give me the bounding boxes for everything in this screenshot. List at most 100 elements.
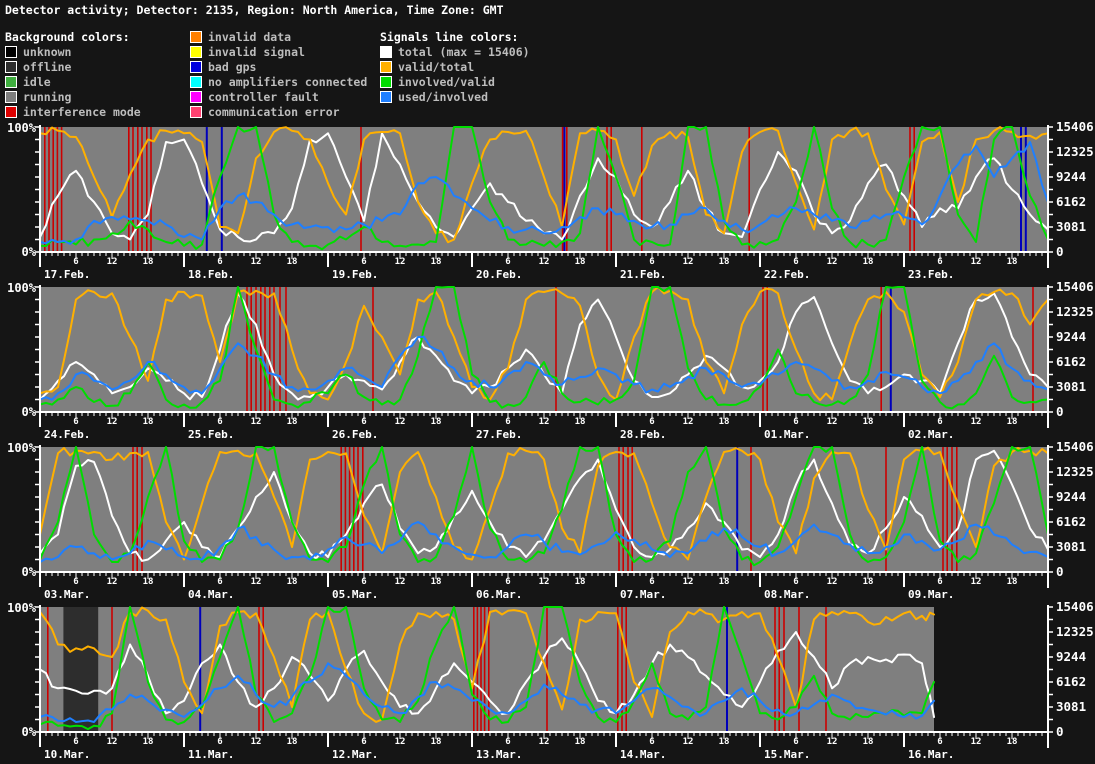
hour-tick-label: 18 xyxy=(719,577,730,587)
legend-signal-0-label: total (max = 15406) xyxy=(398,44,530,59)
y-right-tick-label: 15406 xyxy=(1056,440,1094,454)
legend-signal-3: used/involved xyxy=(380,89,530,104)
hour-tick-label: 12 xyxy=(683,417,694,427)
legend-signal-2-swatch-icon xyxy=(380,75,392,88)
hour-tick-label: 6 xyxy=(793,737,798,747)
legend-status-2-label: bad gps xyxy=(208,59,257,74)
hour-tick-label: 6 xyxy=(649,417,654,427)
hour-tick-label: 18 xyxy=(863,577,874,587)
date-label: 02.Mar. xyxy=(908,428,954,440)
legend-status-3-label: no amplifiers connected xyxy=(208,74,368,89)
hour-tick-label: 18 xyxy=(287,577,298,587)
y-right-tick-label: 6162 xyxy=(1056,674,1086,689)
y-right-tick-label: 6162 xyxy=(1056,354,1086,369)
legend-signal-1: valid/total xyxy=(380,59,530,74)
legend-signal-2-label: involved/valid xyxy=(398,74,495,89)
date-label: 16.Mar. xyxy=(908,748,954,760)
legend-bg-1-label: offline xyxy=(23,59,72,74)
y-right-tick-label: 3081 xyxy=(1056,539,1086,554)
hour-tick-label: 18 xyxy=(575,577,586,587)
activity-strip-1: 100% 0% 0 3081 6162 9244 12325 15406 6 12 18 17.Feb… xyxy=(7,120,1094,280)
strip-background xyxy=(40,127,1048,252)
strip-axes xyxy=(35,125,1053,268)
legend-status-1-swatch-icon xyxy=(190,45,202,58)
hour-tick-label: 18 xyxy=(287,257,298,267)
hour-tick-label: 18 xyxy=(863,257,874,267)
legend-signal-1-label: valid/total xyxy=(398,59,475,74)
hour-tick-label: 12 xyxy=(827,737,838,747)
legend-bg-1-swatch-icon xyxy=(5,60,17,73)
y-left-max-label: 100% xyxy=(7,121,37,135)
y-right-tick-label: 9244 xyxy=(1056,649,1086,664)
legend-status-5-swatch-icon xyxy=(190,105,202,118)
legend-status-0-swatch-icon xyxy=(190,30,202,43)
legend-status-2-swatch-icon xyxy=(190,60,202,73)
legend-bg-4-swatch-icon xyxy=(5,105,17,118)
hour-tick-label: 6 xyxy=(937,737,942,747)
y-right-tick-label: 3081 xyxy=(1056,699,1086,714)
legend-bg-0-swatch-icon xyxy=(5,45,17,58)
hour-tick-label: 18 xyxy=(719,417,730,427)
legend-status-3-swatch-icon xyxy=(190,75,202,88)
legend-signal-2: involved/valid xyxy=(380,74,530,89)
y-right-tick-label: 12325 xyxy=(1056,624,1094,639)
y-right-tick-label: 3081 xyxy=(1056,219,1086,234)
hour-tick-label: 6 xyxy=(649,257,654,267)
series-used-involved-line xyxy=(39,335,1049,401)
y-right-tick-label: 6162 xyxy=(1056,194,1086,209)
y-right-tick-label: 0 xyxy=(1056,404,1064,419)
hour-tick-label: 12 xyxy=(251,737,262,747)
hour-tick-label: 12 xyxy=(107,257,118,267)
legend-bg-0-label: unknown xyxy=(23,44,72,59)
series-involved-valid-line xyxy=(39,606,935,731)
date-label: 20.Feb. xyxy=(476,268,522,280)
strip-axes xyxy=(35,445,1053,588)
series-valid-total-line xyxy=(39,286,1049,402)
series-valid-total-line xyxy=(39,446,1049,561)
y-left-min-label: 0% xyxy=(22,405,37,419)
y-right-tick-label: 0 xyxy=(1056,244,1064,259)
legend-bg-1: offline xyxy=(5,59,141,74)
date-label: 09.Mar. xyxy=(908,588,954,600)
legend-bg-2-swatch-icon xyxy=(5,75,17,88)
y-right-tick-label: 0 xyxy=(1056,724,1064,739)
legend-signal-0: total (max = 15406) xyxy=(380,44,530,59)
strip-axes xyxy=(35,285,1053,428)
date-label: 05.Mar. xyxy=(332,588,378,600)
y-left-min-label: 0% xyxy=(22,565,37,579)
strip-labels: 100% 0% 0 3081 6162 9244 12325 15406 6 12 18 03.Mar… xyxy=(7,440,1094,600)
hour-tick-label: 12 xyxy=(539,417,550,427)
hour-tick-label: 18 xyxy=(431,257,442,267)
activity-strip-3: 100% 0% 0 3081 6162 9244 12325 15406 6 12 18 03.Mar… xyxy=(7,440,1094,600)
hour-tick-label: 18 xyxy=(863,417,874,427)
hour-tick-label: 12 xyxy=(395,417,406,427)
date-label: 27.Feb. xyxy=(476,428,522,440)
legend-bg-0: unknown xyxy=(5,44,141,59)
legend-background-title: Background colors: xyxy=(5,29,130,44)
date-label: 22.Feb. xyxy=(764,268,810,280)
date-label: 11.Mar. xyxy=(188,748,234,760)
hour-tick-label: 12 xyxy=(827,417,838,427)
strip-labels: 100% 0% 0 3081 6162 9244 12325 15406 6 12 18 24.Feb… xyxy=(7,280,1094,440)
hour-tick-label: 12 xyxy=(395,577,406,587)
hour-tick-label: 12 xyxy=(971,257,982,267)
hour-tick-label: 18 xyxy=(1007,417,1018,427)
legend-bg-2-label: idle xyxy=(23,74,51,89)
hour-tick-label: 12 xyxy=(107,417,118,427)
y-right-tick-label: 12325 xyxy=(1056,144,1094,159)
date-label: 12.Mar. xyxy=(332,748,378,760)
date-label: 26.Feb. xyxy=(332,428,378,440)
series-involved-valid-line xyxy=(39,446,1049,567)
hour-tick-label: 18 xyxy=(287,737,298,747)
date-label: 28.Feb. xyxy=(620,428,666,440)
legend-bg-3: running xyxy=(5,89,141,104)
hour-tick-label: 6 xyxy=(361,257,366,267)
date-label: 04.Mar. xyxy=(188,588,234,600)
hour-tick-label: 18 xyxy=(431,577,442,587)
hour-tick-label: 18 xyxy=(431,737,442,747)
hour-tick-label: 6 xyxy=(217,577,222,587)
y-left-min-label: 0% xyxy=(22,725,37,739)
date-label: 14.Mar. xyxy=(620,748,666,760)
date-label: 03.Mar. xyxy=(44,588,90,600)
date-label: 17.Feb. xyxy=(44,268,90,280)
